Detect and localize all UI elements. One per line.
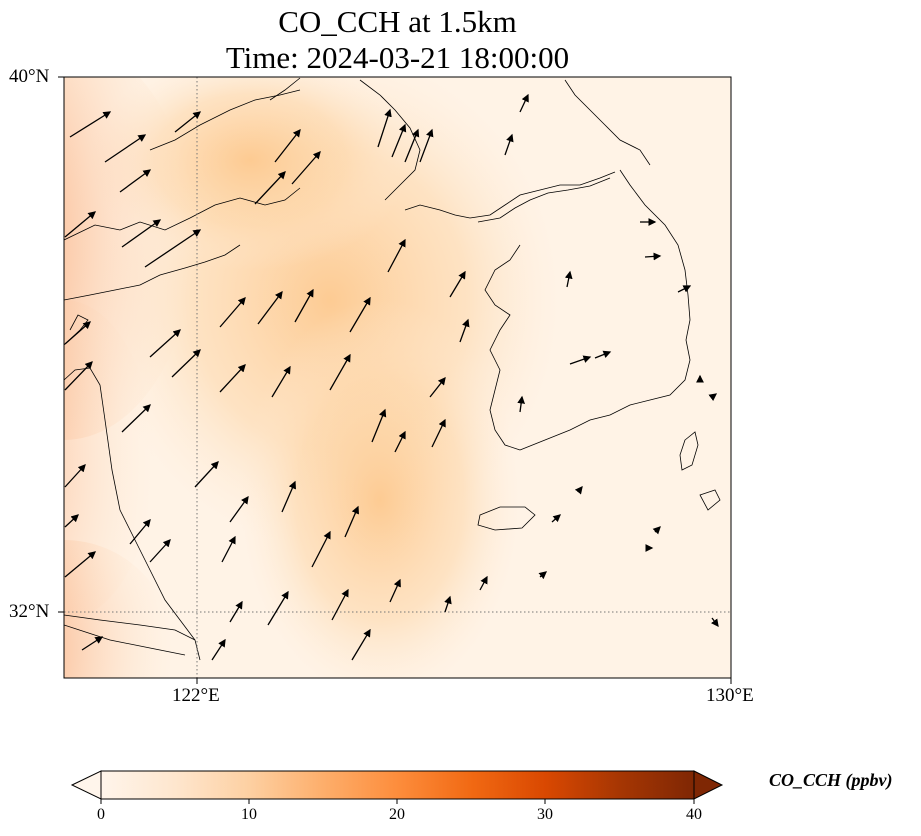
wind-arrow xyxy=(104,134,147,163)
wind-arrow xyxy=(219,364,246,393)
wind-arrow xyxy=(81,636,104,651)
wind-arrow xyxy=(574,485,583,495)
wind-arrow xyxy=(594,350,612,359)
wind-arrow xyxy=(194,461,219,488)
wind-arrow xyxy=(449,270,466,298)
lat-label-32n: 32°N xyxy=(9,601,50,622)
gridlines xyxy=(64,77,731,678)
wind-arrow xyxy=(504,133,514,156)
lon-label-130e: 130°E xyxy=(706,685,754,706)
wind-arrow xyxy=(144,229,202,268)
map-title-line-2: Time: 2024-03-21 18:00:00 xyxy=(225,40,570,75)
wind-arrow xyxy=(394,430,406,453)
wind-arrow xyxy=(229,495,249,523)
colorbar-tick-40: 40 xyxy=(686,806,702,823)
colorbar-tick-0: 0 xyxy=(97,806,105,823)
wind-arrow xyxy=(551,514,561,523)
wind-arrow xyxy=(344,505,359,538)
wind-arrow xyxy=(652,526,661,535)
wind-arrow xyxy=(644,252,662,261)
colorbar-ramp xyxy=(101,771,694,799)
wind-arrow xyxy=(538,571,547,580)
wind-arrow xyxy=(267,590,289,626)
wind-arrow xyxy=(271,365,291,398)
wind-arrow xyxy=(281,480,296,513)
wind-arrow xyxy=(387,238,406,273)
wind-arrow xyxy=(211,638,226,661)
wind-arrow xyxy=(254,171,286,205)
wind-arrow xyxy=(219,297,246,328)
lon-label-122e: 122°E xyxy=(172,685,220,706)
axis-ticks xyxy=(58,76,732,684)
wind-arrow xyxy=(64,321,91,345)
wind-arrow xyxy=(459,318,470,343)
wind-arrow xyxy=(677,285,692,293)
wind-arrow xyxy=(708,393,718,402)
wind-arrow xyxy=(371,408,387,443)
wind-arrow xyxy=(479,575,488,591)
wind-arrow xyxy=(431,418,446,448)
colorbar-extend-max xyxy=(693,770,724,800)
wind-arrow xyxy=(329,353,351,391)
colorbar-tick-10: 10 xyxy=(241,806,257,823)
wind-arrow xyxy=(174,111,202,133)
wind-arrow xyxy=(64,211,96,238)
wind-arrow xyxy=(171,349,201,378)
wind-arrow xyxy=(391,123,407,158)
wind-arrow xyxy=(221,535,236,563)
wind-arrow xyxy=(64,361,93,391)
wind-arrow xyxy=(64,551,96,578)
map-title-line-1: CO_CCH at 1.5km xyxy=(278,4,517,39)
concentration-field xyxy=(64,77,731,678)
wind-arrow xyxy=(429,376,446,398)
colorbar-tick-20: 20 xyxy=(389,806,405,823)
lat-label-40n: 40°N xyxy=(9,66,50,87)
colorbar xyxy=(70,770,724,804)
wind-arrow xyxy=(710,617,719,628)
wind-arrow xyxy=(377,108,392,148)
wind-arrow xyxy=(389,578,401,603)
wind-arrow xyxy=(129,519,151,545)
wind-arrow xyxy=(349,296,371,333)
wind-arrow xyxy=(119,169,152,193)
wind-arrow xyxy=(351,628,371,661)
wind-arrow xyxy=(404,128,420,163)
wind-arrow xyxy=(121,219,162,248)
wind-arrow xyxy=(564,270,573,288)
wind-arrow xyxy=(64,464,86,488)
wind-arrow xyxy=(419,128,434,163)
wind-arrow xyxy=(291,151,321,185)
wind-arrow xyxy=(149,329,181,358)
colorbar-extend-min xyxy=(70,770,102,800)
wind-arrow xyxy=(311,530,331,568)
wind-arrow xyxy=(517,395,526,413)
wind-arrow xyxy=(294,288,314,323)
wind-arrow xyxy=(519,93,529,113)
map-frame xyxy=(63,76,732,679)
wind-arrow xyxy=(257,290,283,325)
wind-arrow xyxy=(274,128,301,163)
colorbar-tick-30: 30 xyxy=(537,806,553,823)
colorbar-label: CO_CCH (ppbv) xyxy=(769,770,893,790)
wind-arrow xyxy=(149,539,171,563)
wind-arrow xyxy=(64,514,79,528)
wind-arrow xyxy=(569,355,592,365)
wind-arrow xyxy=(331,588,349,621)
wind-vectors xyxy=(64,93,719,661)
wind-arrow xyxy=(69,111,112,138)
wind-arrow xyxy=(229,600,243,623)
wind-arrow xyxy=(121,404,151,433)
wind-arrow xyxy=(444,595,452,613)
